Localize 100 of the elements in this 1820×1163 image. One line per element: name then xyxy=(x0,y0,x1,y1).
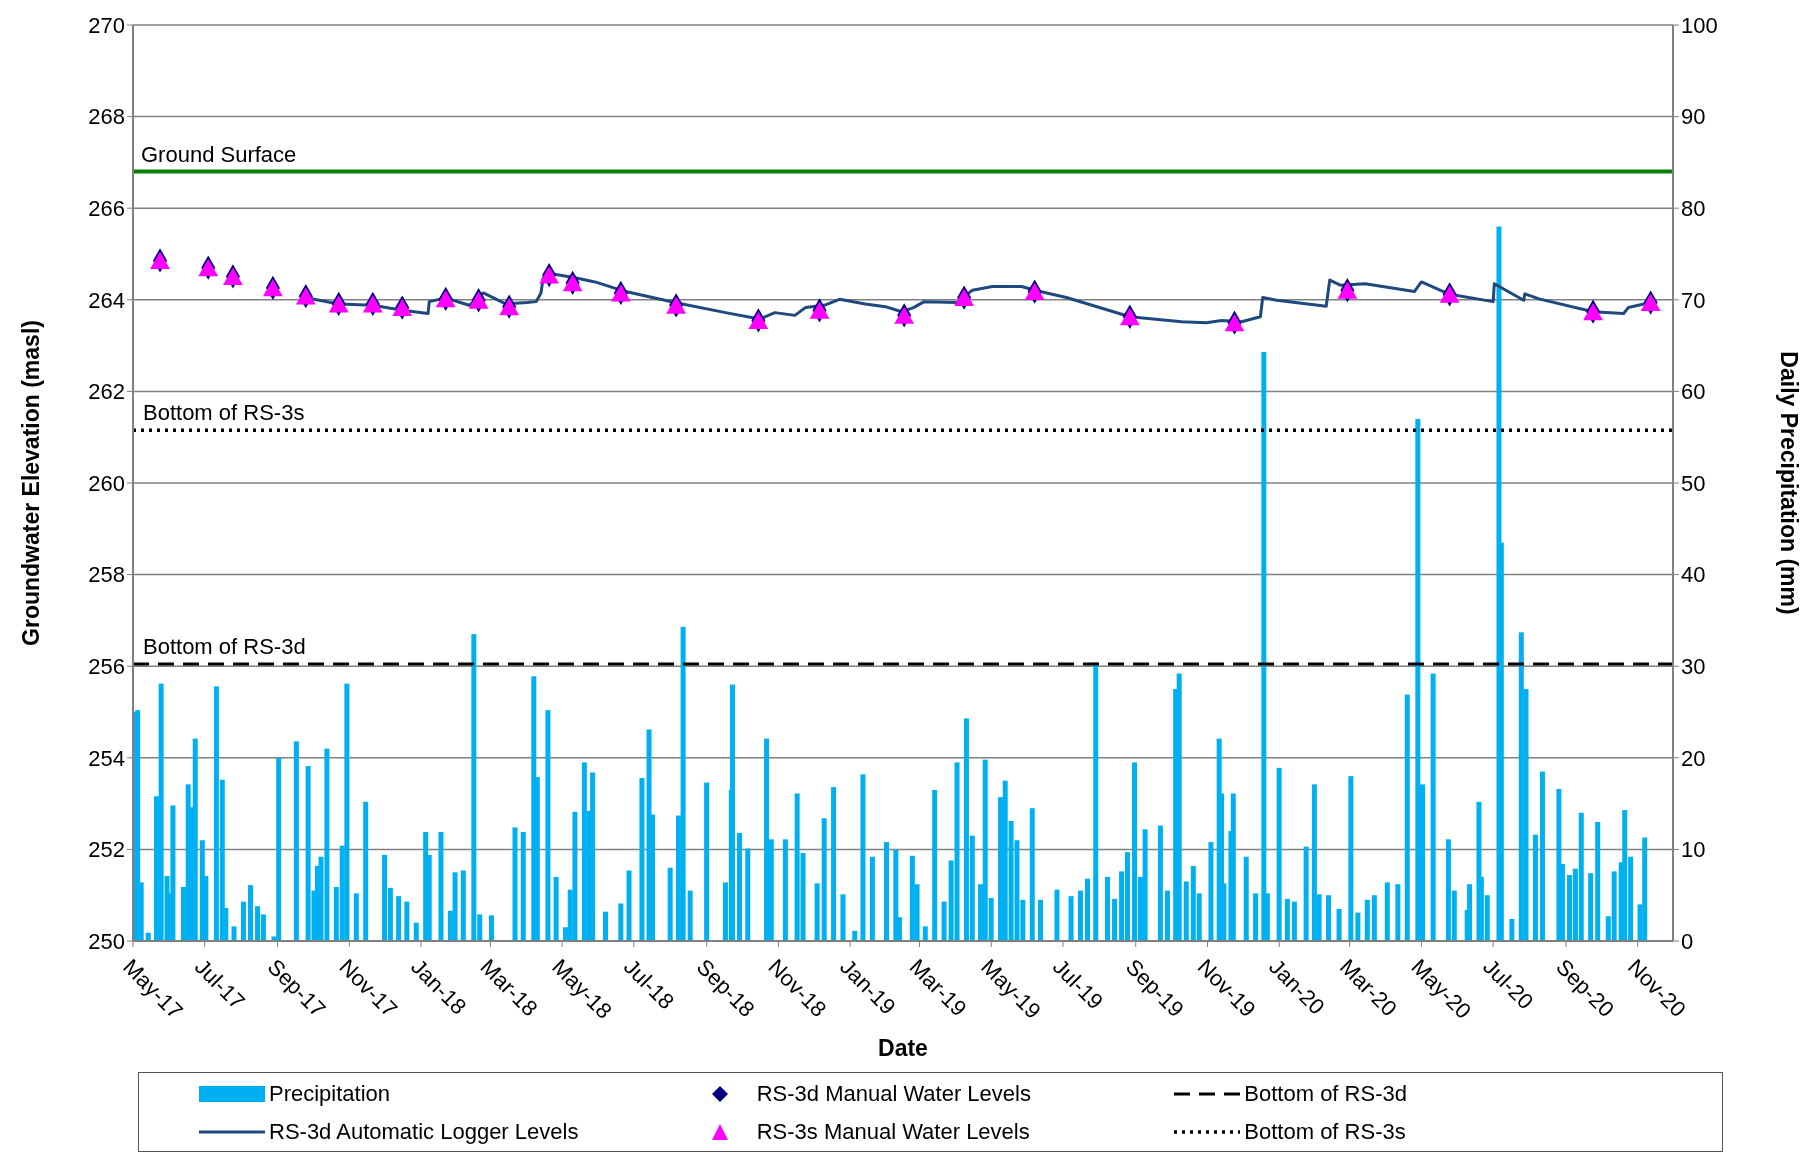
bar xyxy=(363,801,369,941)
bar xyxy=(460,870,466,941)
bar xyxy=(344,683,350,941)
bar xyxy=(1077,890,1083,941)
legend-label: RS-3s Manual Water Levels xyxy=(756,1119,1030,1145)
bar xyxy=(840,894,846,941)
bar xyxy=(438,832,444,941)
bar xyxy=(1384,882,1390,941)
y2-tick-label: 20 xyxy=(1681,745,1706,771)
y2-tick-label: 80 xyxy=(1681,196,1706,222)
legend-label: Bottom of RS-3s xyxy=(1244,1119,1406,1145)
y-tick-label: 254 xyxy=(88,745,125,771)
bar xyxy=(231,926,237,941)
bar xyxy=(1595,821,1601,941)
bar xyxy=(1164,890,1170,941)
bar xyxy=(413,922,419,941)
bar xyxy=(1430,673,1436,941)
bar xyxy=(1326,895,1331,941)
bar xyxy=(1284,898,1290,941)
bar xyxy=(581,762,587,941)
bar xyxy=(452,872,458,941)
y2-tick-label: 90 xyxy=(1681,104,1706,130)
bar xyxy=(1243,856,1249,941)
y2-tick-label: 60 xyxy=(1681,379,1706,405)
bar xyxy=(1093,662,1099,941)
y2-tick-label: 10 xyxy=(1681,837,1706,863)
bar xyxy=(240,901,246,941)
bar xyxy=(764,738,770,941)
legend-label: Bottom of RS-3d xyxy=(1244,1081,1407,1107)
bar xyxy=(353,893,359,941)
bar xyxy=(814,883,820,941)
y-tick-label: 266 xyxy=(88,196,125,222)
y-axis-title: Groundwater Elevation (masl) xyxy=(18,320,45,646)
bar xyxy=(404,901,410,941)
bar xyxy=(248,885,253,941)
bar xyxy=(1157,825,1163,941)
x-axis-title: Date xyxy=(878,1035,928,1061)
bar xyxy=(135,710,141,941)
bar xyxy=(1029,808,1035,941)
bar xyxy=(782,839,788,941)
bar xyxy=(512,827,518,941)
bar xyxy=(1355,912,1361,941)
bar xyxy=(704,782,710,941)
bar xyxy=(1371,895,1377,941)
bar xyxy=(667,867,673,941)
bar xyxy=(1085,878,1091,941)
bar xyxy=(396,896,402,941)
bar xyxy=(1068,896,1074,941)
bar xyxy=(626,870,632,941)
y2-tick-label: 70 xyxy=(1681,287,1706,313)
bar xyxy=(590,772,596,941)
bar xyxy=(1509,919,1515,941)
bar xyxy=(1642,837,1648,941)
bar xyxy=(932,789,938,941)
bar xyxy=(869,856,875,941)
bar xyxy=(860,774,866,941)
bar xyxy=(1054,889,1060,941)
y2-tick-label: 100 xyxy=(1681,12,1718,38)
bar xyxy=(1404,694,1410,941)
legend-label: Precipitation xyxy=(269,1081,391,1107)
y2-tick-label: 30 xyxy=(1681,654,1706,680)
y2-tick-label: 0 xyxy=(1681,928,1694,954)
y-tick-label: 258 xyxy=(88,562,125,588)
bar xyxy=(831,787,837,941)
bar xyxy=(1230,793,1236,941)
bar xyxy=(305,766,311,941)
bar xyxy=(1395,884,1401,941)
bar xyxy=(922,926,928,941)
bar xyxy=(1253,893,1259,941)
bar xyxy=(1261,352,1267,941)
bar xyxy=(852,930,858,941)
bar xyxy=(1183,881,1189,941)
y-tick-label: 250 xyxy=(88,928,125,954)
bar xyxy=(276,757,282,941)
bar xyxy=(729,684,735,941)
bar xyxy=(572,811,578,941)
annotation: Bottom of RS-3s xyxy=(143,400,305,426)
bar xyxy=(1037,899,1043,941)
bar xyxy=(1176,673,1182,941)
y-tick-label: 268 xyxy=(88,104,125,130)
bar xyxy=(1532,834,1538,941)
bar xyxy=(1467,884,1473,941)
bar xyxy=(737,832,743,941)
bar xyxy=(1364,899,1370,941)
bar xyxy=(941,901,947,941)
bar xyxy=(1415,418,1421,941)
bar xyxy=(1142,829,1148,941)
bar xyxy=(553,876,559,941)
bar xyxy=(1539,771,1545,941)
y-tick-label: 260 xyxy=(88,470,125,496)
bar xyxy=(1291,901,1297,941)
y2-tick-label: 50 xyxy=(1681,470,1706,496)
bar xyxy=(488,915,494,941)
bar xyxy=(687,890,693,941)
y-tick-label: 262 xyxy=(88,379,125,405)
bar xyxy=(1104,876,1110,941)
bar xyxy=(893,849,899,941)
bar xyxy=(1276,767,1282,941)
bar xyxy=(1303,846,1309,941)
legend-label: RS-3d Automatic Logger Levels xyxy=(269,1119,579,1145)
